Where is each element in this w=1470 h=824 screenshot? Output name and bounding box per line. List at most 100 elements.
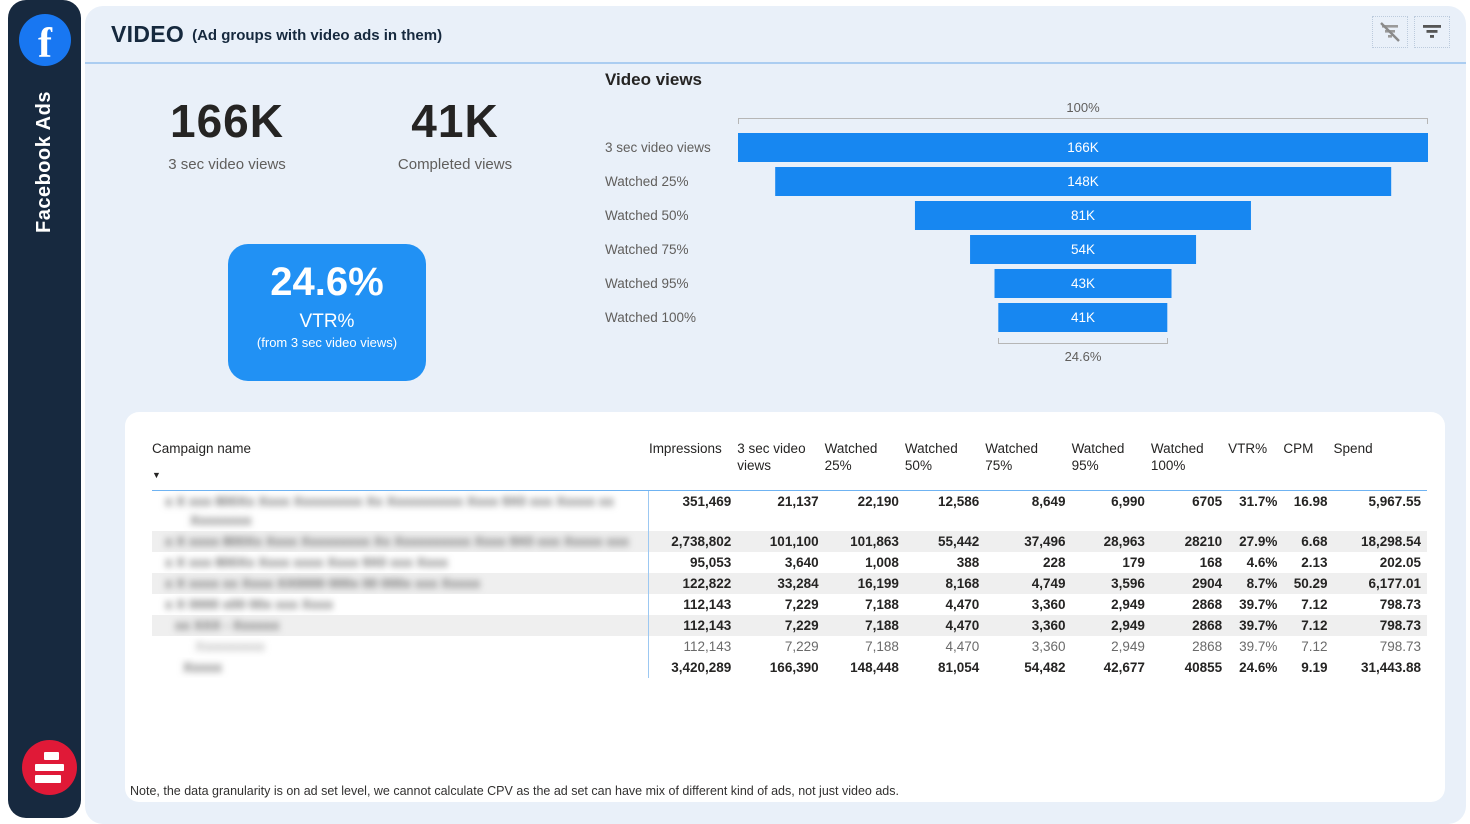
column-header[interactable]: Watched 95% — [1071, 438, 1151, 491]
vtr-label: VTR% — [299, 311, 355, 332]
report-tool-logo-icon[interactable] — [22, 740, 77, 795]
campaign-name-cell: Xxxxx — [152, 657, 649, 678]
funnel-bar-track: 54K — [738, 235, 1428, 264]
metric-cell: 798.73 — [1379, 618, 1421, 633]
table-header-row: Campaign name ▼ Impressions 3 sec video vie… — [152, 438, 1427, 491]
column-header[interactable]: VTR% — [1228, 438, 1284, 491]
metric-cell: 101,100 — [769, 534, 819, 549]
metric-cell: 7,188 — [865, 618, 899, 633]
funnel-bottom-axis: 24.6% — [738, 338, 1428, 364]
funnel-category-label: Watched 100% — [605, 310, 697, 325]
sort-descending-icon[interactable]: ▼ — [152, 470, 161, 480]
metric-cell: 122,822 — [648, 573, 738, 594]
metric-cell: 798.73 — [1379, 639, 1421, 654]
metric-cell: 42,677 — [1103, 660, 1145, 675]
metric-cell: 81,054 — [937, 660, 980, 675]
redacted-campaign-name: x X xxx 800Xx Xxxx xxxx Xxxx 9X0 xxx Xxx… — [165, 555, 448, 570]
metric-cell: 4,470 — [945, 597, 980, 612]
metric-cell: 2868 — [1192, 597, 1223, 612]
metric-cell: 39.7% — [1239, 597, 1278, 612]
metric-cell: 2868 — [1192, 639, 1223, 654]
column-header[interactable]: Watched 75% — [985, 438, 1072, 491]
metric-cell: 2904 — [1192, 576, 1223, 591]
funnel-bar[interactable]: 54K — [970, 235, 1196, 264]
metric-cell: 8,649 — [1031, 494, 1066, 509]
metric-cell: 55,442 — [937, 534, 980, 549]
metric-cell: 228 — [1043, 555, 1066, 570]
funnel-bar-track: 41K — [738, 303, 1428, 332]
funnel-row: Watched 50% 81K — [605, 201, 1450, 230]
metric-cell: 7,229 — [784, 597, 819, 612]
funnel-bar[interactable]: 166K — [738, 133, 1428, 162]
table-row[interactable]: xx XXX - Xxxxxx 112,143 7,229 7,188 4,470 3,3… — [152, 615, 1427, 636]
metric-cell: 2,949 — [1111, 618, 1145, 633]
metric-cell: 24.6% — [1239, 660, 1278, 675]
page-title: VIDEO — [111, 20, 185, 47]
column-header[interactable]: Campaign name ▼ — [152, 438, 649, 491]
metric-cell: 112,143 — [648, 594, 738, 615]
funnel-top-axis: 100% — [738, 100, 1428, 124]
column-header[interactable]: 3 sec video views — [737, 438, 825, 491]
funnel-bars: 3 sec video views 166K Watched 25% 148K Watc… — [605, 133, 1450, 332]
vtr-value: 24.6% — [270, 260, 384, 304]
metric-cell: 6,990 — [1111, 494, 1145, 509]
campaign-name-cell: xx XXX - Xxxxxx — [152, 615, 649, 636]
header-actions — [1372, 16, 1450, 48]
kpi-value: 166K — [170, 95, 284, 147]
funnel-bar[interactable]: 43K — [994, 269, 1172, 298]
funnel-bar[interactable]: 41K — [998, 303, 1168, 332]
table-row[interactable]: x X xxx 800Xx Xxxx Xxxxxxxxx Xx Xxxxxxxx… — [152, 490, 1427, 532]
funnel-category-label: Watched 95% — [605, 276, 689, 291]
column-header[interactable]: CPM — [1283, 438, 1334, 491]
funnel-bar-track: 148K — [738, 167, 1428, 196]
column-header[interactable]: Watched 100% — [1150, 438, 1229, 491]
table-total-row[interactable]: Xxxxx 3,420,289 166,390 148,448 81,054 54,482… — [152, 657, 1427, 678]
campaign-name-cell: x X xxx 800Xx Xxxx Xxxxxxxxx Xx Xxxxxxxx… — [152, 491, 649, 532]
metric-cell: 7.12 — [1301, 639, 1328, 654]
redacted-campaign-name: x X xxxx 800Xx Xxxx Xxxxxxxxx Xx Xxxxxxx… — [165, 534, 629, 549]
metric-cell: 37,496 — [1024, 534, 1066, 549]
table-row[interactable]: Xxxxxxxxxx 112,143 7,229 7,188 4,470 3,360 2,9… — [152, 636, 1427, 657]
redacted-campaign-name: x X 0000 x00 00x xxx Xxxx — [165, 597, 334, 612]
metric-cell: 3,360 — [1031, 597, 1066, 612]
table-row[interactable]: x X xxxx xx Xxxx XX0000 000x 00 000x xxx… — [152, 573, 1427, 594]
metric-cell: 16,199 — [857, 576, 899, 591]
metric-cell: 4,470 — [945, 639, 980, 654]
redacted-campaign-name: x X xxx 800Xx Xxxx Xxxxxxxxx Xx Xxxxxxxx… — [165, 494, 614, 509]
filter-icon[interactable] — [1414, 16, 1450, 48]
column-header[interactable]: Impressions — [648, 438, 738, 491]
metric-cell: 7,188 — [865, 597, 899, 612]
metric-cell: 6705 — [1192, 494, 1223, 509]
funnel-row: Watched 75% 54K — [605, 235, 1450, 264]
redacted-campaign-name: Xxxxxxxxxx — [195, 639, 265, 654]
metric-cell: 2.13 — [1301, 555, 1328, 570]
column-header[interactable]: Spend — [1333, 438, 1427, 491]
metric-cell: 50.29 — [1293, 576, 1328, 591]
metric-cell: 16.98 — [1293, 494, 1328, 509]
metric-cell: 2,738,802 — [648, 531, 738, 552]
metric-cell: 22,190 — [857, 494, 899, 509]
metric-cell: 388 — [956, 555, 980, 570]
funnel-category-label: Watched 75% — [605, 242, 689, 257]
metric-cell: 112,143 — [648, 615, 738, 636]
funnel-bar-track: 81K — [738, 201, 1428, 230]
metric-cell: 1,008 — [865, 555, 899, 570]
metric-cell: 3,640 — [784, 555, 819, 570]
sidebar: f Facebook Ads — [8, 0, 81, 818]
kpi-completed-views: 41K Completed views — [360, 94, 550, 173]
funnel-bar[interactable]: 148K — [775, 167, 1391, 196]
metric-cell: 3,420,289 — [648, 657, 738, 678]
funnel-bar[interactable]: 81K — [914, 201, 1252, 230]
kpi-label: Completed views — [397, 156, 513, 173]
table-row[interactable]: x X 0000 x00 00x xxx Xxxx 112,143 7,229 7,1… — [152, 594, 1427, 615]
report-page: VIDEO (Ad groups with video ads in them) — [85, 6, 1466, 824]
column-header[interactable]: Watched 25% — [824, 438, 905, 491]
table-row[interactable]: x X xxx 800Xx Xxxx xxxx Xxxx 9X0 xxx Xxx… — [152, 552, 1427, 573]
column-header[interactable]: Watched 50% — [904, 438, 986, 491]
funnel-top-axis-line — [738, 118, 1428, 124]
campaign-table-card: Campaign name ▼ Impressions 3 sec video vie… — [125, 412, 1445, 802]
table-row[interactable]: x X xxxx 800Xx Xxxx Xxxxxxxxx Xx Xxxxxxx… — [152, 531, 1427, 552]
clear-filter-icon[interactable] — [1372, 16, 1408, 48]
sidebar-brand-label: Facebook Ads — [33, 91, 55, 233]
page-subtitle: (Ad groups with video ads in them) — [192, 27, 443, 44]
